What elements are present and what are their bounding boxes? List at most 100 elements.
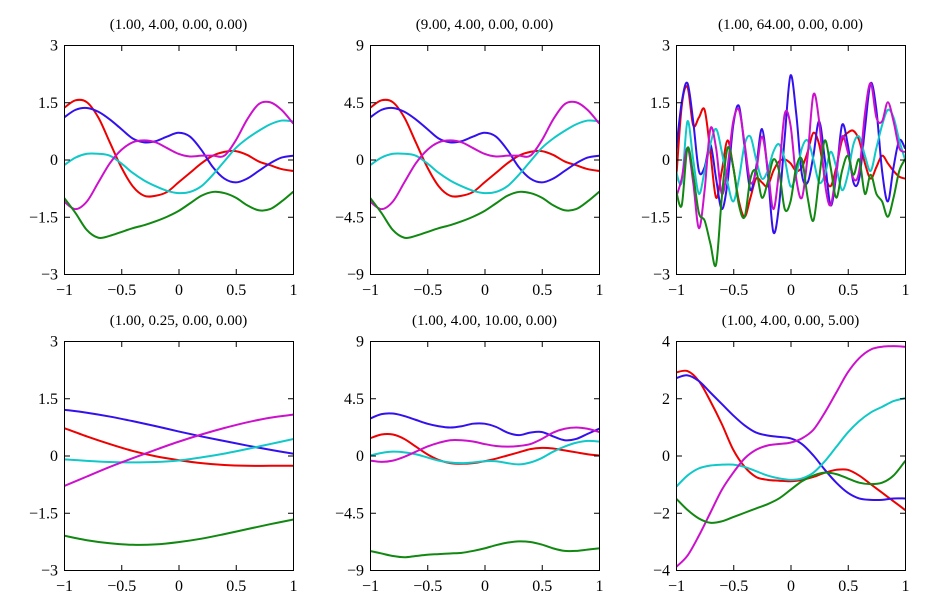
y-tick-label: 0 [356, 448, 364, 465]
y-tick-label: 4.5 [344, 95, 364, 112]
x-tick-label: 0 [787, 578, 795, 595]
series-line-3 [370, 119, 599, 195]
x-tick-label: −0.5 [719, 282, 748, 299]
series-line-1 [676, 85, 905, 218]
x-tick-label: −0.5 [107, 578, 136, 595]
x-tick-label: 1 [902, 578, 910, 595]
series-group [64, 98, 293, 239]
x-tick-label: 0 [481, 578, 489, 595]
y-tick-label: −4.5 [335, 505, 364, 522]
series-line-5 [370, 540, 599, 559]
subplot-title: (1.00, 64.00, 0.00, 0.00) [718, 17, 863, 33]
series-group [676, 74, 905, 268]
y-tick-label: 9 [356, 38, 364, 55]
x-tick-label: 0.5 [838, 282, 858, 299]
x-tick-label: 0.5 [838, 578, 858, 595]
series-line-5 [64, 518, 293, 546]
series-line-1 [370, 98, 599, 198]
x-tick-label: 0 [481, 282, 489, 299]
x-tick-label: 1 [902, 282, 910, 299]
series-line-2 [676, 74, 905, 235]
series-line-4 [676, 345, 905, 569]
y-tick-label: −2 [653, 505, 670, 522]
y-tick-label: 4 [662, 334, 670, 351]
series-line-3 [64, 119, 293, 195]
y-tick-label: 3 [50, 38, 58, 55]
x-tick-label: 1 [290, 282, 298, 299]
y-tick-label: 0 [50, 448, 58, 465]
y-tick-label: 9 [356, 334, 364, 351]
series-line-1 [370, 432, 599, 465]
y-tick-label: 3 [50, 334, 58, 351]
x-tick-label: 1 [596, 282, 604, 299]
x-tick-label: −0.5 [413, 282, 442, 299]
series-line-3 [676, 397, 905, 488]
series-line-4 [370, 100, 599, 211]
subplot-title: (1.00, 4.00, 0.00, 0.00) [110, 17, 248, 33]
y-tick-label: −1.5 [641, 209, 670, 226]
series-line-2 [64, 106, 293, 184]
y-tick-label: −3 [41, 563, 58, 580]
series-line-4 [64, 413, 293, 488]
y-tick-label: 1.5 [38, 391, 58, 408]
y-tick-label: 2 [662, 391, 670, 408]
series-group [676, 345, 905, 569]
subplot-title: (9.00, 4.00, 0.00, 0.00) [416, 17, 554, 33]
plot-frame [64, 341, 294, 571]
subplot-3: −1 −0.5 0 0.5 1 −3 −1.5 0 1.5 3 (1.00, 64.00, 0.00… [641, 17, 910, 299]
x-tick-label: −1 [668, 578, 685, 595]
x-tick-label: 0.5 [226, 282, 246, 299]
series-group [64, 408, 293, 546]
series-line-5 [676, 460, 905, 524]
series-line-2 [676, 374, 905, 502]
subplot-6: −1 −0.5 0 0.5 1 −4 −2 0 2 4 (1.00, 4.00, 0.00, 5.0… [653, 313, 910, 595]
y-tick-label: −9 [347, 563, 364, 580]
y-tick-label: −1.5 [29, 209, 58, 226]
x-tick-label: 0.5 [226, 578, 246, 595]
x-tick-label: −1 [362, 578, 379, 595]
subplot-4: −1 −0.5 0 0.5 1 −3 −1.5 0 1.5 3 (1.00, 0.25, 0.00,… [29, 313, 298, 595]
series-line-2 [370, 412, 599, 442]
y-tick-label: −3 [41, 267, 58, 284]
series-line-2 [370, 106, 599, 184]
y-tick-label: −9 [347, 267, 364, 284]
x-tick-label: −1 [668, 282, 685, 299]
plot-frame [370, 45, 600, 275]
x-tick-label: 1 [290, 578, 298, 595]
y-tick-label: 0 [50, 152, 58, 169]
series-line-1 [676, 369, 905, 511]
series-line-1 [64, 98, 293, 198]
series-line-3 [676, 108, 905, 203]
series-line-4 [370, 426, 599, 463]
x-tick-label: −1 [56, 282, 73, 299]
series-line-3 [64, 438, 293, 464]
series-group [370, 98, 599, 239]
x-tick-label: −0.5 [107, 282, 136, 299]
series-line-3 [370, 439, 599, 466]
y-tick-label: 1.5 [38, 95, 58, 112]
x-tick-label: 0 [787, 282, 795, 299]
series-line-5 [64, 190, 293, 239]
x-tick-label: −0.5 [413, 578, 442, 595]
y-tick-label: 0 [662, 448, 670, 465]
x-tick-label: 0.5 [532, 578, 552, 595]
y-tick-label: 3 [662, 38, 670, 55]
y-tick-label: 1.5 [650, 95, 670, 112]
x-tick-label: −0.5 [719, 578, 748, 595]
series-line-4 [64, 100, 293, 211]
series-line-5 [370, 190, 599, 239]
plot-frame [676, 341, 906, 571]
y-tick-label: 0 [662, 152, 670, 169]
x-tick-label: −1 [362, 282, 379, 299]
subplot-title: (1.00, 4.00, 0.00, 5.00) [722, 313, 860, 329]
y-tick-label: 4.5 [344, 391, 364, 408]
subplot-title: (1.00, 0.25, 0.00, 0.00) [110, 313, 248, 329]
plot-frame [64, 45, 294, 275]
x-tick-label: −1 [56, 578, 73, 595]
x-tick-label: 1 [596, 578, 604, 595]
y-tick-label: −4 [653, 563, 670, 580]
subplot-5: −1 −0.5 0 0.5 1 −9 −4.5 0 4.5 9 (1.00, 4.00, 10.00… [335, 313, 604, 595]
series-line-4 [676, 82, 905, 230]
subplot-1: −1 −0.5 0 0.5 1 −3 −1.5 0 1.5 3 (1.00, 4.00, 0.00,… [29, 17, 298, 299]
